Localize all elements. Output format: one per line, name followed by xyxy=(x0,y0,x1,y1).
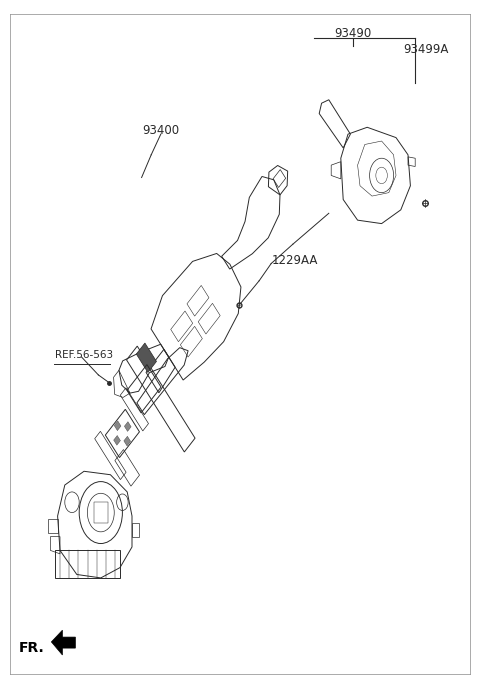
Text: 93499A: 93499A xyxy=(403,43,449,56)
Polygon shape xyxy=(51,630,75,655)
Polygon shape xyxy=(124,422,131,431)
Polygon shape xyxy=(124,436,131,446)
Polygon shape xyxy=(136,343,156,372)
Text: REF.56-563: REF.56-563 xyxy=(55,350,113,360)
Text: 93490: 93490 xyxy=(334,27,372,39)
Polygon shape xyxy=(114,436,120,445)
Text: 93400: 93400 xyxy=(142,125,180,137)
Text: 1229AA: 1229AA xyxy=(271,254,318,266)
Text: FR.: FR. xyxy=(19,641,45,655)
Polygon shape xyxy=(114,421,121,431)
